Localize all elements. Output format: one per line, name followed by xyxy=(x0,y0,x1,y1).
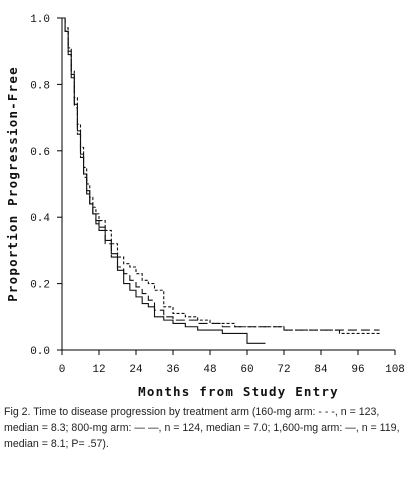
x-tick-label: 24 xyxy=(129,364,143,376)
x-axis-label: Months from Study Entry xyxy=(138,384,339,399)
x-tick-label: 84 xyxy=(314,364,328,376)
y-tick-label: 0.0 xyxy=(30,346,50,358)
series-line-dotted xyxy=(62,17,380,334)
x-tick-label: 36 xyxy=(166,364,179,376)
x-tick-label: 0 xyxy=(59,364,66,376)
survival-chart: 0 12 24 36 48 60 72 84 96 108 0.0 0.2 0.4 0.6 0.8 1.0 P… xyxy=(5,14,405,399)
y-axis-label: Proportion Progression-Free xyxy=(5,66,20,302)
figure-caption: Fig 2. Time to disease progression by tr… xyxy=(4,404,415,452)
y-tick-label: 0.4 xyxy=(30,213,50,225)
caption-text: Fig 2. Time to disease progression by tr… xyxy=(4,406,400,450)
chart-ticks: 0 12 24 36 48 60 72 84 96 108 0.0 0.2 0.4 0.6 0.8 1.0 xyxy=(30,14,405,376)
y-tick-label: 0.8 xyxy=(30,80,50,92)
y-tick-label: 0.2 xyxy=(30,280,50,292)
x-tick-label: 72 xyxy=(277,364,290,376)
x-tick-label: 60 xyxy=(240,364,253,376)
x-tick-label: 12 xyxy=(92,364,105,376)
series-line-dashed xyxy=(62,17,380,331)
chart-series xyxy=(62,17,380,344)
y-tick-label: 1.0 xyxy=(30,14,50,26)
x-tick-label: 108 xyxy=(385,364,405,376)
series-line-solid xyxy=(62,17,266,344)
y-tick-label: 0.6 xyxy=(30,147,50,159)
x-tick-label: 48 xyxy=(203,364,216,376)
chart-axes xyxy=(61,18,395,351)
x-tick-label: 96 xyxy=(351,364,364,376)
